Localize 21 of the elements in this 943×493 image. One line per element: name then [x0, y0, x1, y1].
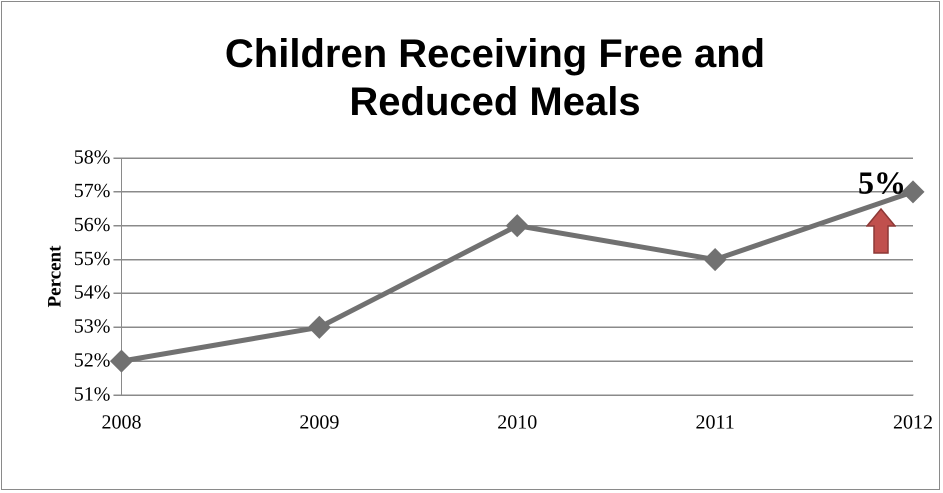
x-tick-label: 2009: [299, 411, 340, 434]
y-tick-label: 55%: [74, 248, 110, 270]
x-tick-label: 2011: [695, 411, 735, 434]
y-tick-label: 51%: [74, 383, 110, 406]
y-tick-label: 52%: [74, 349, 110, 372]
point: [902, 181, 924, 202]
x-tick-label: 2012: [893, 411, 933, 434]
y-axis-title: Percent: [44, 244, 66, 308]
point: [308, 316, 330, 338]
y-tick-label: 57%: [74, 180, 110, 202]
y-tick-label: 56%: [74, 214, 110, 236]
chart-title: Children Receiving Free and Reduced Meals: [224, 31, 766, 126]
point: [110, 350, 132, 372]
point: [506, 215, 528, 236]
y-tick-label: 58%: [74, 146, 110, 168]
y-tick-label: 53%: [74, 316, 110, 338]
x-tick-label: 2010: [497, 411, 538, 434]
y-tick-label: 54%: [74, 282, 110, 304]
annotation: 5%: [858, 164, 906, 200]
point: [704, 249, 726, 270]
x-tick-label: 2008: [101, 411, 142, 434]
